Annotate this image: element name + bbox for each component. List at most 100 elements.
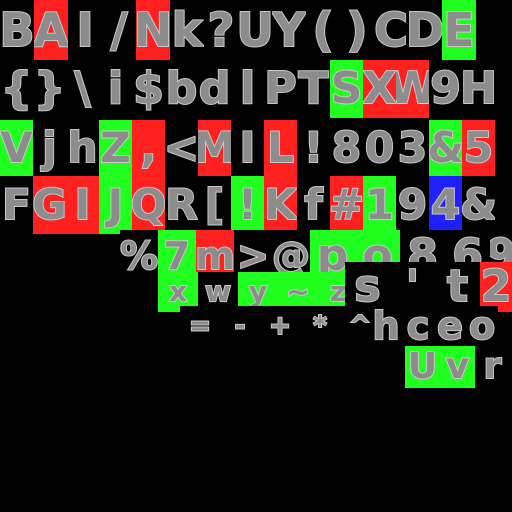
glyph-char: c [406,306,431,346]
glyph-char: F [1,180,32,229]
glyph-cell: F [0,176,33,234]
glyph-cell: k [170,0,204,60]
glyph-char: ! [303,123,324,172]
glyph-background [340,0,374,60]
glyph-cell: Z [99,120,132,176]
glyph-background [363,60,396,118]
glyph-background [300,306,340,346]
glyph-char: 2 [480,262,512,312]
glyph-cell: & [462,176,495,234]
glyph-background [33,120,66,176]
glyph-char: A [34,3,68,57]
glyph-char: [ [204,180,225,229]
glyph-background [99,176,132,234]
glyph-background [260,306,300,346]
glyph-background [402,306,434,346]
glyph-background [0,176,33,234]
glyph-background [396,120,429,176]
glyph-char: ' [405,262,420,312]
glyph-background [462,120,495,176]
glyph-cell: h [370,306,402,346]
glyph-cell: [ [198,176,231,234]
glyph-char: > [236,234,270,278]
glyph-char: , [140,123,158,172]
glyph-background [66,120,99,176]
glyph-cell: 5 [462,120,495,176]
glyph-background [231,60,264,118]
glyph-char: 7 [163,234,191,278]
glyph-char: I [74,180,92,229]
glyph-cell: ! [231,176,264,234]
glyph-background [330,60,363,118]
glyph-background [198,272,238,312]
glyph-char: { [0,63,33,114]
glyph-char: } [33,63,66,114]
glyph-background [440,346,475,388]
glyph-cell: U [238,0,272,60]
glyph-cell: R [165,176,198,234]
glyph-cell: $ [132,60,165,118]
glyph-background [204,0,238,60]
glyph-background [132,60,165,118]
glyph-background [220,306,260,346]
glyph-background [238,272,278,312]
glyph-background [264,176,297,234]
glyph-cell: V [0,120,33,176]
glyph-cell: r [475,346,510,388]
glyph-background [231,176,264,234]
glyph-background [396,176,429,234]
glyph-cell: A [34,0,68,60]
glyph-background [434,306,466,346]
glyph-char: L [266,123,295,172]
glyph-background [99,60,132,118]
glyph-cell: d [198,60,231,118]
glyph-cell: # [330,176,363,234]
glyph-char: B [0,3,34,57]
glyph-char: G [33,180,66,229]
glyph-char: U [407,346,438,387]
glyph-char: + [268,311,292,341]
glyph-cell: & [429,120,462,176]
glyph-cell: l [231,60,264,118]
glyph-background [429,120,462,176]
glyph-cell: } [33,60,66,118]
glyph-background [0,60,33,118]
glyph-background [120,230,158,282]
glyph-background [345,262,390,312]
glyph-char: v [445,346,470,387]
glyph-char: 9 [397,180,428,229]
glyph-cell: 9 [429,60,462,118]
glyph-background [264,60,297,118]
glyph-char: l [239,63,256,114]
glyph-cell: 1 [363,176,396,234]
glyph-cell: D [408,0,442,60]
glyph-cell: J [99,176,132,234]
glyph-background [272,0,306,60]
glyph-char: r [483,346,503,387]
glyph-cell: z [318,272,358,312]
glyph-cell: + [260,306,300,346]
glyph-cell: B [0,0,34,60]
glyph-char: C [374,3,408,57]
glyph-cell: P [264,60,297,118]
glyph-cell: 2 [480,262,512,312]
glyph-char: M [198,123,231,172]
glyph-cell: 9 [396,176,429,234]
glyph-char: X [363,63,396,114]
glyph-cell: L [264,120,297,176]
glyph-cell: ! [297,120,330,176]
glyph-background [480,262,512,312]
glyph-background [405,346,440,388]
glyph-char: Y [272,3,306,57]
glyph-background [170,0,204,60]
glyph-cell: \ [66,60,99,118]
glyph-cell: s [345,262,390,312]
glyph-cell: h [66,120,99,176]
glyph-char: t [446,262,469,312]
glyph-char: w [204,275,232,308]
glyph-char: J [107,180,125,229]
glyph-background [396,60,429,118]
glyph-cell: U [405,346,440,388]
glyph-cell: W [396,60,429,118]
